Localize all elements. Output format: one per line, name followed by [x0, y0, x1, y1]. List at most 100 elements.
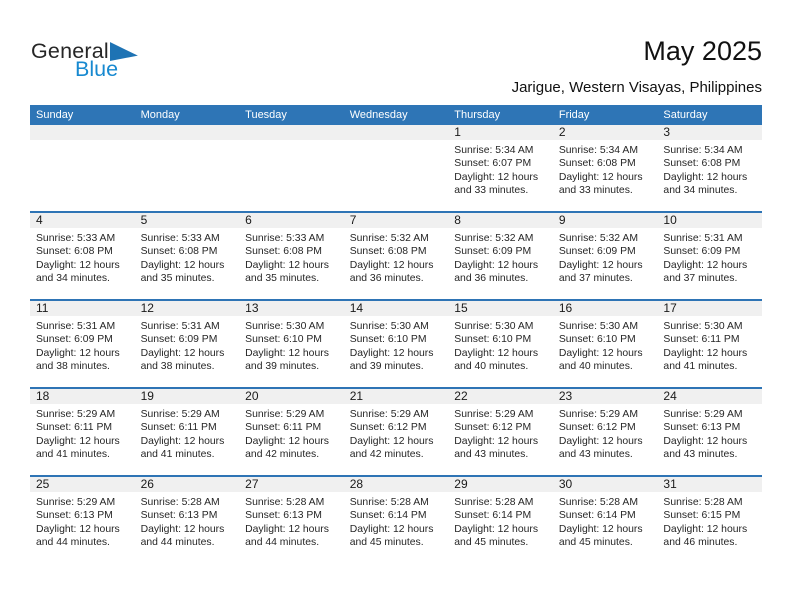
day-details: Sunrise: 5:34 AM Sunset: 6:08 PM Daylight:…	[559, 144, 653, 198]
day-number: 14	[349, 301, 364, 315]
day-cell: 23 Sunrise: 5:29 AM Sunset: 6:12 PM Dayligh…	[553, 389, 658, 475]
sunrise-text: Sunrise: 5:29 AM	[349, 409, 429, 420]
daylight-text: Daylight: 12 hours and 38 minutes.	[36, 347, 120, 373]
sunrise-text: Sunrise: 5:28 AM	[245, 497, 325, 508]
daylight-text: Daylight: 12 hours and 34 minutes.	[663, 171, 748, 197]
day-details: Sunrise: 5:28 AM Sunset: 6:15 PM Daylight:…	[663, 496, 757, 550]
empty-cell	[30, 125, 135, 211]
sunset-text: Sunset: 6:13 PM	[245, 510, 322, 522]
sunset-text: Sunset: 6:08 PM	[140, 246, 218, 258]
day-number: 8	[454, 213, 461, 227]
day-cell: 17 Sunrise: 5:30 AM Sunset: 6:11 PM Dayligh…	[657, 301, 762, 387]
sunrise-text: Sunrise: 5:28 AM	[663, 497, 743, 508]
sunset-text: Sunset: 6:09 PM	[140, 334, 218, 346]
sunrise-text: Sunrise: 5:33 AM	[245, 233, 325, 244]
day-number: 28	[349, 477, 364, 491]
day-cell: 20 Sunrise: 5:29 AM Sunset: 6:11 PM Dayligh…	[239, 389, 344, 475]
empty-cell	[135, 125, 240, 211]
day-details: Sunrise: 5:30 AM Sunset: 6:10 PM Daylight:…	[454, 320, 548, 374]
daylight-text: Daylight: 12 hours and 37 minutes.	[663, 259, 748, 285]
day-cell: 3 Sunrise: 5:34 AM Sunset: 6:08 PM Daylight…	[657, 125, 762, 211]
weekday-header-cell: Tuesday	[245, 109, 287, 121]
day-details: Sunrise: 5:32 AM Sunset: 6:09 PM Daylight:…	[454, 232, 548, 286]
daylight-text: Daylight: 12 hours and 43 minutes.	[663, 435, 748, 461]
sunset-text: Sunset: 6:07 PM	[454, 158, 532, 170]
sunrise-text: Sunrise: 5:34 AM	[454, 145, 534, 156]
day-number: 18	[36, 389, 50, 403]
sunrise-text: Sunrise: 5:34 AM	[663, 145, 743, 156]
day-cell: 11 Sunrise: 5:31 AM Sunset: 6:09 PM Dayligh…	[30, 301, 135, 387]
day-cell: 25 Sunrise: 5:29 AM Sunset: 6:13 PM Dayligh…	[30, 477, 135, 563]
day-number: 6	[245, 213, 252, 227]
day-cell: 13 Sunrise: 5:30 AM Sunset: 6:10 PM Dayligh…	[239, 301, 344, 387]
sunset-text: Sunset: 6:14 PM	[454, 510, 532, 522]
month-title: May 2025	[643, 36, 762, 66]
daylight-text: Daylight: 12 hours and 39 minutes.	[349, 347, 434, 373]
day-number: 5	[140, 213, 148, 227]
day-cell: 24 Sunrise: 5:29 AM Sunset: 6:13 PM Dayligh…	[657, 389, 762, 475]
day-number: 29	[454, 477, 468, 491]
daylight-text: Daylight: 12 hours and 41 minutes.	[663, 347, 748, 373]
brand-logo: General Blue	[31, 39, 138, 82]
day-details: Sunrise: 5:29 AM Sunset: 6:12 PM Daylight:…	[454, 408, 548, 462]
sunrise-text: Sunrise: 5:33 AM	[140, 233, 220, 244]
day-details: Sunrise: 5:32 AM Sunset: 6:08 PM Daylight:…	[350, 232, 444, 286]
day-details: Sunrise: 5:30 AM Sunset: 6:10 PM Daylight:…	[559, 320, 653, 374]
daylight-text: Daylight: 12 hours and 35 minutes.	[245, 259, 329, 285]
day-details: Sunrise: 5:29 AM Sunset: 6:11 PM Daylight:…	[245, 408, 339, 462]
sunset-text: Sunset: 6:10 PM	[558, 334, 636, 346]
day-details: Sunrise: 5:33 AM Sunset: 6:08 PM Daylight:…	[141, 232, 235, 286]
day-cell: 31 Sunrise: 5:28 AM Sunset: 6:15 PM Dayligh…	[657, 477, 762, 563]
day-details: Sunrise: 5:29 AM Sunset: 6:13 PM Daylight:…	[36, 496, 130, 550]
sunset-text: Sunset: 6:12 PM	[454, 422, 532, 434]
day-cell: 18 Sunrise: 5:29 AM Sunset: 6:11 PM Dayligh…	[30, 389, 135, 475]
sunset-text: Sunset: 6:13 PM	[140, 510, 218, 522]
sunset-text: Sunset: 6:12 PM	[558, 422, 636, 434]
day-cell: 6 Sunrise: 5:33 AM Sunset: 6:08 PM Daylight…	[239, 213, 344, 299]
daylight-text: Daylight: 12 hours and 42 minutes.	[349, 435, 434, 461]
weekday-header-cell: Wednesday	[349, 109, 408, 121]
sunset-text: Sunset: 6:13 PM	[36, 510, 113, 522]
daylight-text: Daylight: 12 hours and 45 minutes.	[454, 523, 539, 549]
day-cell: 15 Sunrise: 5:30 AM Sunset: 6:10 PM Dayligh…	[448, 301, 553, 387]
sunrise-text: Sunrise: 5:30 AM	[663, 321, 743, 332]
day-details: Sunrise: 5:28 AM Sunset: 6:13 PM Daylight:…	[141, 496, 235, 550]
sunrise-text: Sunrise: 5:29 AM	[663, 409, 743, 420]
sunset-text: Sunset: 6:11 PM	[36, 422, 113, 434]
sunset-text: Sunset: 6:11 PM	[663, 334, 740, 346]
sunrise-text: Sunrise: 5:29 AM	[36, 497, 116, 508]
sunrise-text: Sunrise: 5:29 AM	[140, 409, 220, 420]
day-number: 1	[454, 125, 461, 139]
day-cell: 14 Sunrise: 5:30 AM Sunset: 6:10 PM Dayligh…	[344, 301, 449, 387]
week-row: 4 Sunrise: 5:33 AM Sunset: 6:08 PM Daylight…	[30, 211, 762, 299]
day-number: 17	[663, 301, 677, 315]
day-details: Sunrise: 5:28 AM Sunset: 6:14 PM Daylight:…	[350, 496, 444, 550]
daylight-text: Daylight: 12 hours and 44 minutes.	[140, 523, 225, 549]
day-number: 20	[245, 389, 259, 403]
day-cell: 28 Sunrise: 5:28 AM Sunset: 6:14 PM Dayligh…	[344, 477, 449, 563]
weekday-header-row: Sunday Monday Tuesday Wednesday Thursday Frid…	[30, 105, 762, 125]
day-cell: 21 Sunrise: 5:29 AM Sunset: 6:12 PM Dayligh…	[344, 389, 449, 475]
day-number: 25	[36, 477, 50, 491]
daylight-text: Daylight: 12 hours and 42 minutes.	[245, 435, 329, 461]
sunrise-text: Sunrise: 5:30 AM	[245, 321, 325, 332]
day-details: Sunrise: 5:30 AM Sunset: 6:10 PM Daylight:…	[350, 320, 444, 374]
sunrise-text: Sunrise: 5:32 AM	[349, 233, 429, 244]
day-number: 15	[454, 301, 468, 315]
day-details: Sunrise: 5:33 AM Sunset: 6:08 PM Daylight:…	[36, 232, 130, 286]
weekday-header-cell: Monday	[140, 109, 180, 121]
day-details: Sunrise: 5:34 AM Sunset: 6:07 PM Daylight:…	[454, 144, 548, 198]
day-details: Sunrise: 5:33 AM Sunset: 6:08 PM Daylight:…	[245, 232, 339, 286]
daylight-text: Daylight: 12 hours and 46 minutes.	[663, 523, 748, 549]
empty-cell	[344, 125, 449, 211]
day-details: Sunrise: 5:32 AM Sunset: 6:09 PM Daylight:…	[559, 232, 653, 286]
sunrise-text: Sunrise: 5:31 AM	[140, 321, 220, 332]
daylight-text: Daylight: 12 hours and 33 minutes.	[558, 171, 643, 197]
day-number: 26	[140, 477, 154, 491]
sunrise-text: Sunrise: 5:29 AM	[558, 409, 638, 420]
empty-cell	[239, 125, 344, 211]
day-cell: 30 Sunrise: 5:28 AM Sunset: 6:14 PM Dayligh…	[553, 477, 658, 563]
day-number: 16	[558, 301, 573, 315]
sunset-text: Sunset: 6:12 PM	[349, 422, 427, 434]
day-details: Sunrise: 5:34 AM Sunset: 6:08 PM Daylight:…	[663, 144, 757, 198]
